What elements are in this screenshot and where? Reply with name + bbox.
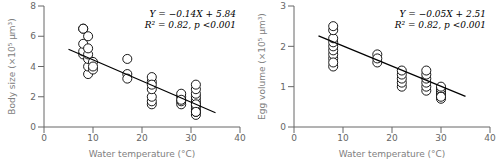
svg-text:0: 0 bbox=[291, 133, 297, 143]
svg-text:Water temperature (°C): Water temperature (°C) bbox=[339, 149, 446, 159]
svg-text:2: 2 bbox=[30, 92, 36, 102]
svg-text:4: 4 bbox=[30, 62, 36, 72]
svg-text:6: 6 bbox=[30, 31, 36, 41]
svg-text:30: 30 bbox=[435, 133, 447, 143]
svg-text:2: 2 bbox=[280, 42, 286, 52]
html-text:Y = −0.05X + 2.51: Y = −0.05X + 2.51 bbox=[399, 9, 486, 19]
svg-text:0: 0 bbox=[30, 122, 36, 132]
svg-text:1: 1 bbox=[280, 82, 286, 92]
svg-text:Body size (×10⁵ μm³): Body size (×10⁵ μm³) bbox=[8, 18, 17, 114]
html-text:R² = 0.82, p <0.001: R² = 0.82, p <0.001 bbox=[394, 20, 486, 30]
svg-text:40: 40 bbox=[484, 133, 492, 143]
svg-text:20: 20 bbox=[386, 133, 398, 143]
svg-text:10: 10 bbox=[87, 133, 99, 143]
html-text:R² = 0.82, p <0.001: R² = 0.82, p <0.001 bbox=[144, 20, 236, 30]
svg-text:Egg volume (×10⁵ μm³): Egg volume (×10⁵ μm³) bbox=[257, 13, 267, 120]
svg-text:0: 0 bbox=[41, 133, 47, 143]
svg-text:0: 0 bbox=[280, 122, 286, 132]
svg-text:3: 3 bbox=[280, 1, 286, 11]
svg-text:40: 40 bbox=[234, 133, 246, 143]
svg-text:Water temperature (°C): Water temperature (°C) bbox=[89, 149, 196, 159]
svg-text:8: 8 bbox=[30, 1, 36, 11]
svg-text:10: 10 bbox=[337, 133, 349, 143]
html-text:Y = −0.14X + 5.84: Y = −0.14X + 5.84 bbox=[149, 9, 236, 19]
svg-text:30: 30 bbox=[185, 133, 197, 143]
svg-text:20: 20 bbox=[136, 133, 148, 143]
